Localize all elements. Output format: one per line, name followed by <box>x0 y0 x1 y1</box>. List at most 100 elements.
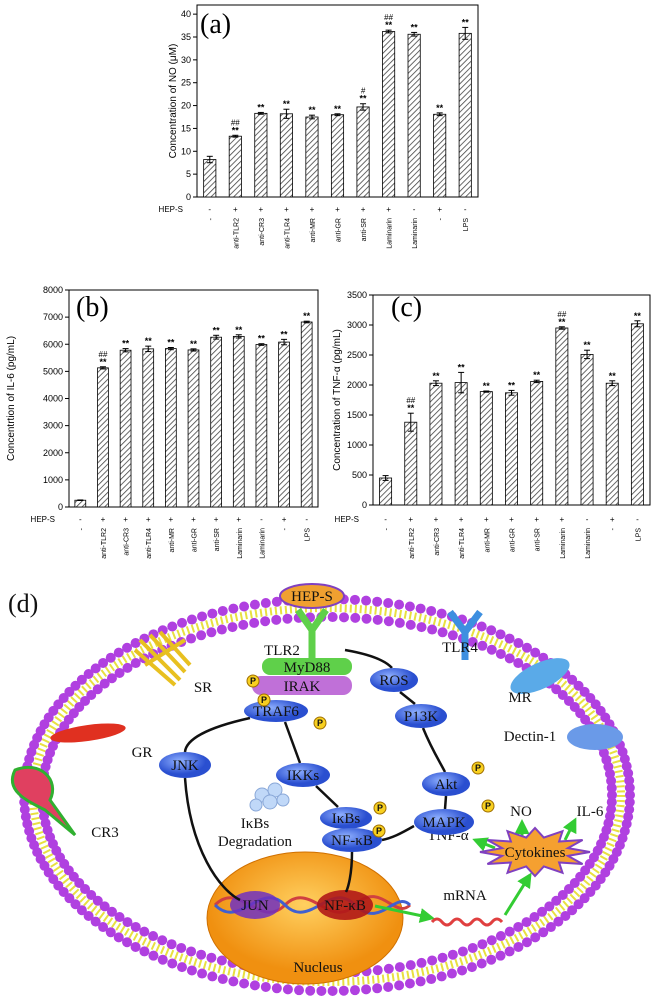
lipid-head <box>537 906 548 917</box>
significance: ** <box>634 311 642 321</box>
y-tick-label: 0 <box>362 500 367 510</box>
significance: ** <box>436 103 444 113</box>
node <box>252 676 352 695</box>
hep-s-sign: - <box>586 515 589 524</box>
hep-s-sign: + <box>610 515 615 524</box>
node <box>422 772 470 796</box>
lipid-head <box>249 980 260 991</box>
significance: ** <box>483 381 491 391</box>
bar <box>97 367 109 508</box>
lipid-head <box>90 663 101 674</box>
lipid-head <box>486 625 497 636</box>
lipid-head <box>122 917 133 928</box>
lipid-head <box>624 797 635 808</box>
lipid-head <box>504 653 515 664</box>
lipid-head <box>625 790 635 800</box>
lipid-head <box>260 598 271 609</box>
hep-s-sign: + <box>236 515 241 524</box>
phospho <box>373 801 387 815</box>
lipid-head <box>530 932 541 943</box>
lipid-head <box>177 962 188 973</box>
y-tick-label: 8000 <box>43 285 63 295</box>
y-tick-label: 7000 <box>43 312 63 322</box>
lipid-head <box>206 627 217 638</box>
lipid-head <box>415 603 426 614</box>
node <box>276 763 330 787</box>
lipid-head <box>122 642 133 653</box>
gene-label: NF-κB <box>324 898 366 914</box>
significance: ** <box>462 17 470 27</box>
lipid-head <box>19 804 30 815</box>
panel-label: (b) <box>76 292 109 323</box>
y-tick-label: 10 <box>181 146 191 156</box>
lipid-head <box>426 605 437 616</box>
lipid-head <box>196 630 207 641</box>
lipid-head <box>76 905 87 916</box>
hep-s-sign: + <box>169 515 174 524</box>
lipid-head <box>338 612 349 623</box>
lipid-head <box>113 932 124 943</box>
bar <box>300 321 313 508</box>
y-tick-label: 3000 <box>43 421 63 431</box>
lipid-head <box>130 921 141 932</box>
lipid-head <box>372 596 383 607</box>
row-label: HEP-S <box>31 515 55 524</box>
lipid-head <box>383 981 394 992</box>
y-tick-label: 3000 <box>347 320 367 330</box>
mrna-strand <box>430 917 504 927</box>
panel-label: (c) <box>391 292 422 323</box>
lipid-head <box>544 901 555 912</box>
significance: ** <box>235 325 243 335</box>
x-tick-label: anti-TLR4 <box>459 528 466 559</box>
lipid-head <box>249 617 260 628</box>
lipid-head <box>92 895 103 906</box>
y-tick-label: 500 <box>352 470 367 480</box>
hep-s-sign: + <box>284 205 289 214</box>
lipid-head <box>327 612 338 623</box>
lipid-head <box>239 601 250 612</box>
receptor <box>50 723 126 743</box>
bar <box>279 113 293 198</box>
significance: ** <box>508 380 516 390</box>
hep-s-sign: + <box>534 515 539 524</box>
y-axis-label: Concentration of NO (μM) <box>168 44 179 159</box>
x-tick-label: anti-SR <box>214 528 221 551</box>
lipid-head <box>521 642 532 653</box>
bar <box>630 323 644 506</box>
hep-s-sign: + <box>386 205 391 214</box>
y-tick-label: 6000 <box>43 339 63 349</box>
phospho-label: P <box>261 695 267 705</box>
lipid-head <box>383 616 394 627</box>
lipid-head <box>567 905 578 916</box>
lipid-head <box>83 669 94 680</box>
x-tick-label: Laminarin <box>585 528 592 559</box>
bar <box>356 106 370 198</box>
lipid-head <box>521 917 532 928</box>
lipid-head <box>560 910 571 921</box>
significance: ## <box>384 13 393 22</box>
lipid-head <box>557 690 568 701</box>
lipid-head <box>106 906 117 917</box>
lipid-head <box>70 899 81 910</box>
significance: ** <box>281 329 289 339</box>
y-tick-label: 3500 <box>347 290 367 300</box>
lipid-head <box>504 946 515 957</box>
hep-s-sign: + <box>509 515 514 524</box>
hep-s-sign: + <box>437 205 442 214</box>
lipid-head <box>157 935 168 946</box>
bar <box>454 382 468 506</box>
lipid-head <box>271 614 282 625</box>
node <box>244 700 308 722</box>
bar <box>254 112 268 198</box>
lipid-head <box>361 984 372 995</box>
lipid-head <box>606 782 617 793</box>
lipid-head <box>372 614 383 625</box>
y-tick-label: 20 <box>181 101 191 111</box>
y-tick-label: 1000 <box>43 475 63 485</box>
hep-s-sign: + <box>310 205 315 214</box>
lipid-head <box>166 939 177 950</box>
lipid-head <box>437 627 448 638</box>
lipid-head <box>486 935 497 946</box>
lipid-head <box>476 621 487 632</box>
significance: ** <box>432 371 440 381</box>
